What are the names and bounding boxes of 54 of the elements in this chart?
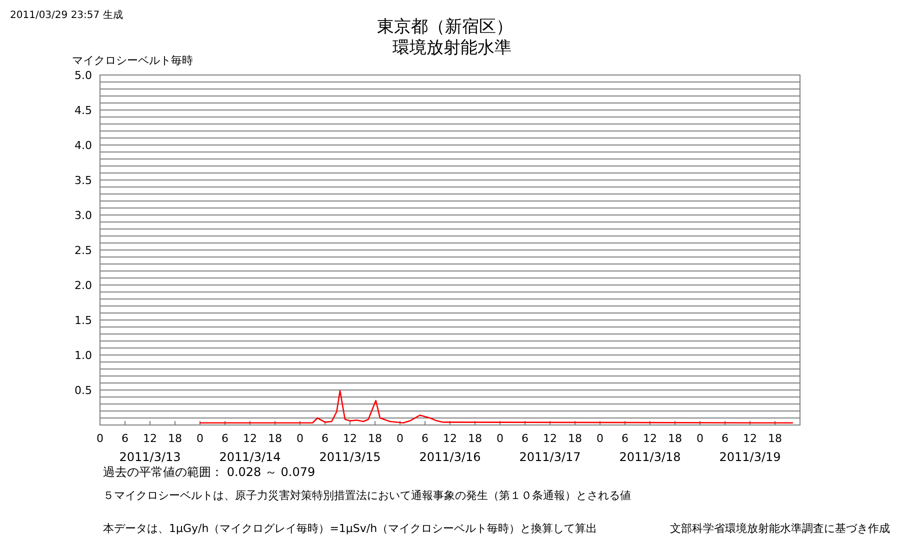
x-tick-label: 18: [368, 432, 382, 445]
y-tick-label: 3.5: [74, 174, 92, 187]
y-tick-label: 1.5: [74, 314, 92, 327]
y-tick-label: 5.0: [74, 69, 92, 82]
x-tick-label: 18: [768, 432, 782, 445]
x-tick-label: 0: [496, 432, 504, 445]
x-tick-label: 18: [468, 432, 482, 445]
y-tick-label: 2.0: [74, 279, 92, 292]
x-tick-label: 18: [268, 432, 282, 445]
text: 2011/3/18: [619, 450, 681, 464]
text: 本データは、1μGy/h（マイクログレイ毎時）=1μSv/h（マイクロシーベルト毎時）と換算して算出: [103, 522, 598, 535]
text: 2011/3/13: [119, 450, 181, 464]
y-tick-label: 1.0: [74, 349, 92, 362]
x-tick-label: 6: [222, 432, 228, 445]
y-tick-label: 2.5: [74, 244, 92, 257]
x-tick-label: 12: [143, 432, 157, 445]
x-tick-label: 6: [322, 432, 328, 445]
x-tick-label: 18: [568, 432, 582, 445]
y-tick-label: 3.0: [74, 209, 92, 222]
text: 過去の平常値の範囲： 0.028 ～ 0.079: [103, 465, 316, 479]
x-tick-label: 12: [243, 432, 257, 445]
x-tick-label: 0: [196, 432, 204, 445]
x-tick-label: 6: [722, 432, 728, 445]
text: ５マイクロシーベルトは、原子力災害対策特別措置法において通報事象の発生（第１０条通報）とされる値: [103, 489, 631, 502]
text: 2011/3/14: [219, 450, 281, 464]
x-tick-label: 0: [396, 432, 404, 445]
x-tick-label: 0: [596, 432, 604, 445]
x-tick-label: 12: [343, 432, 357, 445]
text: 2011/3/19: [719, 450, 781, 464]
y-tick-label: 0.5: [74, 384, 92, 397]
text: 2011/3/16: [419, 450, 481, 464]
y-tick-label: 4.0: [74, 139, 92, 152]
y-axis-title: マイクロシーベルト毎時: [72, 54, 193, 67]
text: 文部科学省環境放射能水準調査に基づき作成: [670, 522, 890, 535]
x-tick-label: 6: [622, 432, 628, 445]
chart-title: 東京都（新宿区）: [377, 17, 513, 37]
x-tick-label: 12: [543, 432, 557, 445]
x-tick-label: 0: [296, 432, 304, 445]
x-tick-label: 12: [643, 432, 657, 445]
x-tick-label: 0: [96, 432, 104, 445]
x-tick-label: 6: [422, 432, 428, 445]
x-tick-label: 6: [122, 432, 128, 445]
x-tick-label: 18: [168, 432, 182, 445]
x-tick-label: 12: [743, 432, 757, 445]
x-tick-label: 0: [696, 432, 704, 445]
x-tick-label: 12: [443, 432, 457, 445]
text: 2011/03/29 23:57 生成: [10, 9, 123, 21]
text: 2011/3/17: [519, 450, 581, 464]
chart-subtitle: 環境放射能水準: [392, 38, 512, 58]
x-tick-label: 6: [522, 432, 528, 445]
y-tick-label: 4.5: [74, 104, 92, 117]
x-tick-label: 18: [668, 432, 682, 445]
text: 2011/3/15: [319, 450, 381, 464]
line-series: [199, 390, 794, 424]
